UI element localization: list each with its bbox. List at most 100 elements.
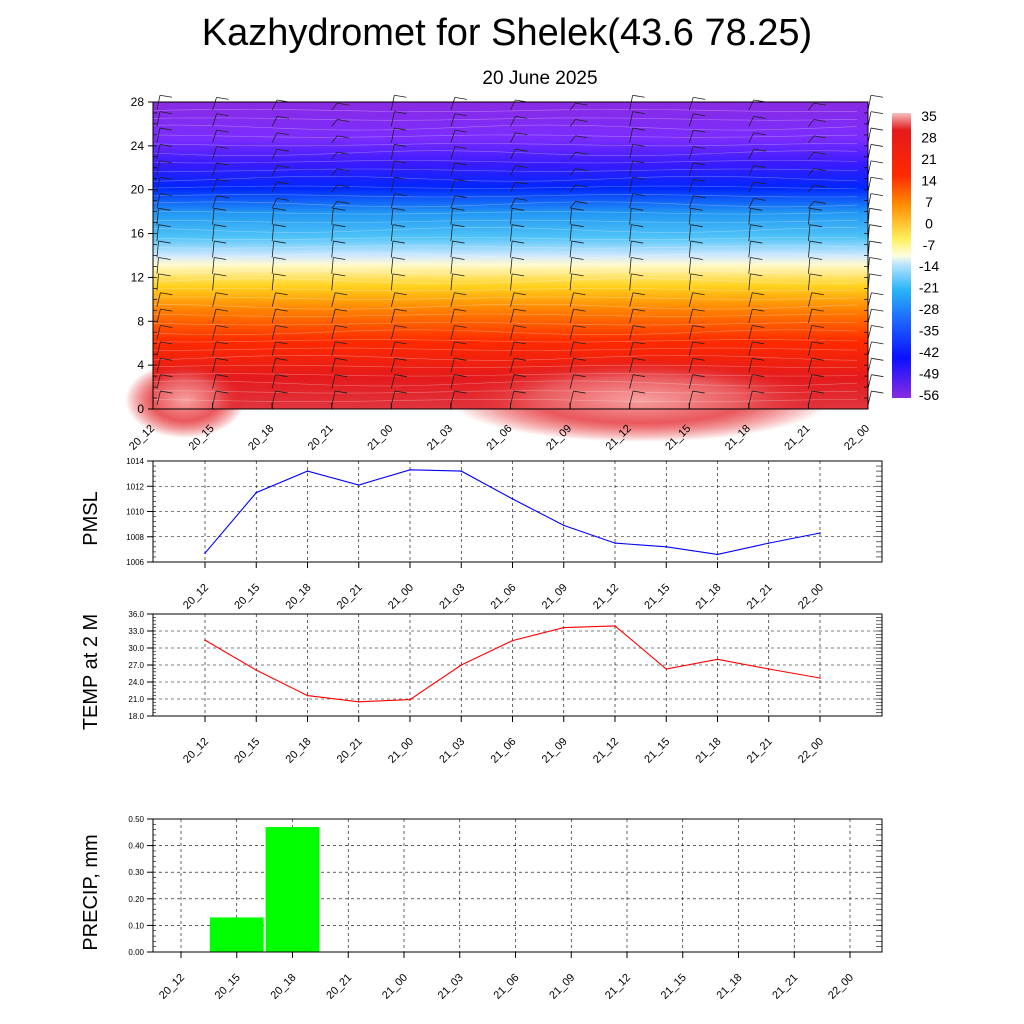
wind-barb (688, 195, 694, 209)
wind-barb (511, 224, 525, 228)
wind-barb (748, 116, 755, 127)
wind-barb (331, 135, 338, 144)
precip-x-tick-label: 21_03 (436, 972, 466, 1002)
wind-barb (335, 374, 348, 378)
wind-barb (569, 325, 574, 340)
wind-barb (629, 208, 632, 225)
temp-data-point (204, 639, 206, 641)
wind-barb (748, 374, 753, 389)
wind-barb (450, 162, 456, 176)
wind-barb (271, 341, 276, 356)
precip-x-tick-label: 21_00 (380, 972, 410, 1002)
wind-barb (573, 357, 586, 361)
wind-barb (337, 168, 350, 172)
wind-barb (633, 308, 646, 312)
wind-barb (452, 273, 465, 277)
wind-barb (808, 208, 811, 225)
wind-barb (569, 135, 576, 144)
wind-barb (510, 224, 513, 242)
wind-barb (333, 207, 346, 211)
wind-barb (156, 95, 161, 111)
wind-barb (688, 374, 694, 389)
wind-barb (454, 325, 467, 328)
wind-barb (454, 178, 467, 182)
wind-barb (867, 292, 872, 307)
wind-barb (871, 390, 884, 394)
wind-barb (156, 127, 161, 143)
wind-barb (515, 148, 528, 152)
wind-barb (573, 308, 586, 312)
wind-barb (212, 390, 217, 406)
wind-barb (688, 162, 694, 176)
colorbar-label: -49 (919, 366, 939, 382)
wind-barb (394, 144, 407, 147)
wind-barb (156, 193, 161, 209)
wind-barb (748, 149, 755, 160)
precip-x-tick-label: 21_06 (492, 972, 522, 1002)
wind-barb (869, 224, 882, 228)
wind-barb (160, 325, 173, 328)
wind-barb (392, 240, 405, 244)
wind-barb (750, 224, 763, 228)
wind-barb (510, 149, 516, 160)
colorbar-label: -42 (919, 344, 939, 360)
wind-barb (631, 257, 644, 260)
wind-barb (450, 325, 455, 340)
wind-barb (813, 151, 826, 155)
temp-data-point (716, 658, 719, 661)
wind-barb (271, 374, 276, 389)
wind-barb (159, 193, 173, 197)
x-tick-label: 21_21 (782, 423, 812, 453)
wind-barb (335, 357, 348, 361)
precip-y-tick-label: 0.10 (128, 921, 144, 930)
x-tick-label: 21_00 (365, 423, 395, 453)
contour-line (152, 201, 858, 208)
wind-barb (809, 257, 823, 260)
wind-barb (808, 374, 813, 389)
wind-barb (156, 341, 161, 356)
wind-barb (808, 341, 813, 356)
temp-data-point (306, 694, 309, 697)
wind-barb (394, 111, 407, 115)
wind-barb (813, 184, 826, 188)
wind-barb (867, 341, 872, 356)
wind-barb (156, 374, 161, 389)
temp-y-tick-label: 21.0 (128, 695, 144, 704)
wind-barb (633, 292, 646, 296)
wind-barb (575, 151, 588, 155)
temp-data-point (460, 664, 463, 666)
wind-barb (335, 308, 348, 312)
contour-line (152, 211, 858, 215)
wind-barb (273, 207, 286, 211)
wind-barb (271, 165, 278, 176)
wind-barb (454, 96, 467, 100)
x-tick-label: 20_21 (306, 423, 336, 453)
temp-data-point (819, 677, 821, 679)
wind-barb (333, 257, 346, 260)
wind-barb (569, 152, 576, 160)
wind-barb (331, 309, 336, 324)
wind-barb (867, 325, 872, 340)
contour-line (152, 219, 858, 223)
wind-barb (331, 390, 336, 406)
wind-barb (808, 241, 811, 258)
wind-barb (573, 390, 586, 394)
wind-barb (156, 241, 159, 258)
wind-barb (629, 160, 634, 176)
wind-barb (633, 325, 646, 328)
wind-barb (159, 94, 173, 98)
wind-barb (513, 308, 526, 312)
wind-barb (394, 325, 407, 328)
heatmap-warm-core (125, 362, 245, 438)
wind-barb (271, 149, 278, 160)
wind-barb (867, 390, 872, 406)
wind-barb (450, 130, 456, 143)
wind-barb (160, 292, 173, 296)
wind-barb (632, 111, 645, 115)
wind-barb (160, 374, 173, 378)
wind-barb (571, 273, 584, 277)
wind-barb (811, 374, 824, 378)
wind-barb (573, 325, 586, 328)
wind-barb (160, 390, 173, 394)
wind-barb (390, 160, 395, 176)
